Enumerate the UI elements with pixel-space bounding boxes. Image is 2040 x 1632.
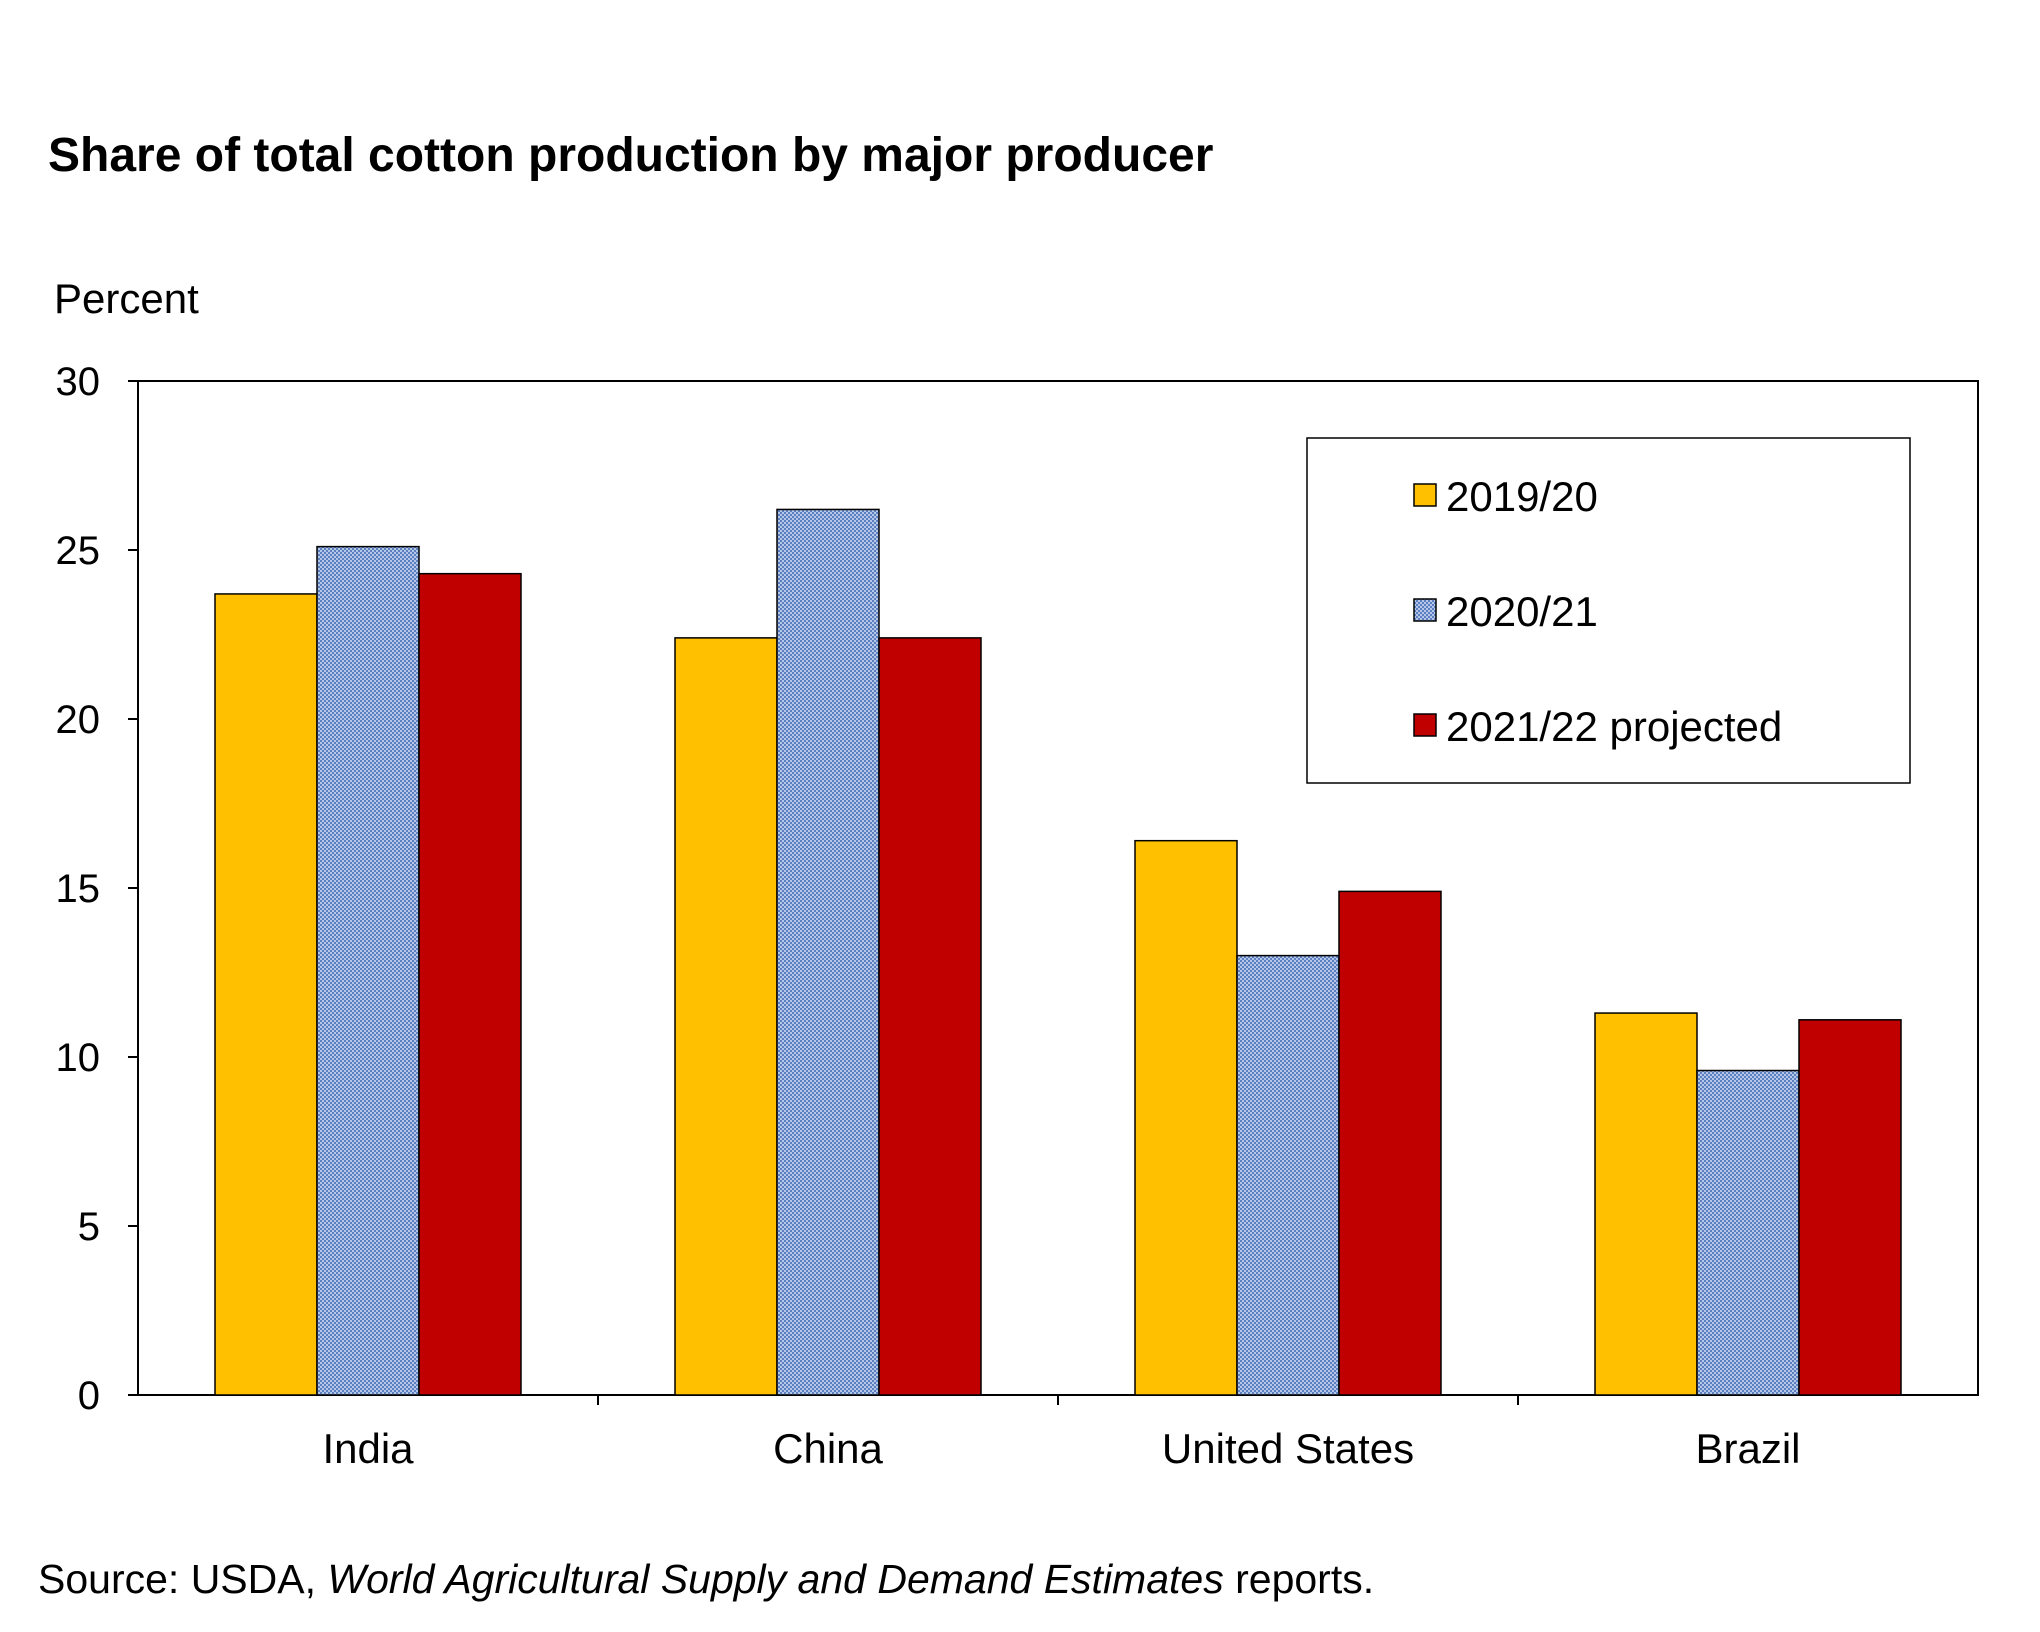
bar-india-2020-21 xyxy=(316,545,420,1396)
legend-box xyxy=(1306,437,1911,784)
source-note: Source: USDA, World Agricultural Supply … xyxy=(38,1556,1374,1603)
legend: 2019/20 2020/21 2021/22 projected xyxy=(1306,437,1911,784)
bar-brazil-2021-22-projected xyxy=(1798,1019,1902,1396)
bar-china-2021-22-projected xyxy=(878,637,982,1396)
y-tick-label: 30 xyxy=(56,360,101,404)
bar-united-states-2021-22-projected xyxy=(1338,890,1442,1396)
y-tick-label: 20 xyxy=(56,698,101,742)
bar-china-2020-21 xyxy=(776,508,880,1396)
x-tick-label: Brazil xyxy=(1695,1425,1800,1472)
legend-swatch-2021-22-projected xyxy=(1413,713,1437,737)
y-tick-label: 10 xyxy=(56,1036,101,1080)
y-tick-label: 25 xyxy=(56,529,101,573)
bars-group xyxy=(214,508,1902,1396)
y-tick-label: 15 xyxy=(56,867,101,911)
legend-label-2020-21: 2020/21 xyxy=(1446,588,1598,635)
bar-united-states-2019-20 xyxy=(1134,839,1238,1396)
legend-swatch-2019-20 xyxy=(1413,483,1437,507)
y-tick-label: 5 xyxy=(78,1205,100,1249)
source-title: World Agricultural Supply and Demand Est… xyxy=(327,1556,1224,1602)
legend-label-2021-22-projected: 2021/22 projected xyxy=(1446,703,1782,750)
x-axis: India China United States Brazil xyxy=(322,1395,1801,1472)
x-tick-label: United States xyxy=(1162,1425,1414,1472)
x-tick-label: China xyxy=(773,1425,883,1472)
bar-brazil-2019-20 xyxy=(1594,1012,1698,1396)
bar-brazil-2020-21 xyxy=(1696,1069,1800,1396)
bar-india-2019-20 xyxy=(214,593,318,1396)
bar-china-2019-20 xyxy=(674,637,778,1396)
y-tick-label: 0 xyxy=(78,1374,100,1418)
legend-swatch-2020-21 xyxy=(1413,598,1437,622)
y-axis-label: Percent xyxy=(54,275,199,322)
x-tick-label: India xyxy=(322,1425,414,1472)
source-prefix: Source: USDA, xyxy=(38,1556,328,1602)
y-axis: 0 5 10 15 20 25 30 xyxy=(56,360,138,1418)
bar-india-2021-22-projected xyxy=(418,572,522,1396)
bar-united-states-2020-21 xyxy=(1236,954,1340,1396)
legend-label-2019-20: 2019/20 xyxy=(1446,473,1598,520)
chart-title: Share of total cotton production by majo… xyxy=(48,129,1214,182)
source-suffix: reports. xyxy=(1223,1556,1375,1602)
